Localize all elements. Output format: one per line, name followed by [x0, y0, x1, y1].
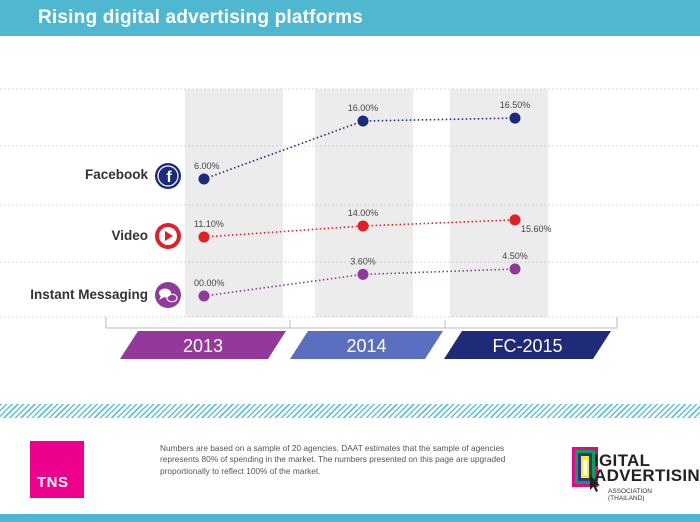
data-label: 16.00% [348, 103, 379, 113]
data-label: 3.60% [350, 256, 376, 266]
data-label: 11.10% [194, 219, 224, 229]
footnote: Numbers are based on a sample of 20 agen… [160, 443, 506, 476]
header-bar: Rising digital advertising platforms [0, 0, 700, 36]
series-line-2 [203, 219, 516, 238]
data-label: 4.50% [502, 251, 528, 261]
daat-logo-line1: IGITAL [594, 451, 651, 470]
column-band-1 [185, 89, 283, 317]
category-banner-2 [290, 331, 443, 359]
svg-text:f: f [166, 169, 172, 186]
daat-logo: IGITAL ADVERTISING ASSOCIATION (THAILAND… [570, 443, 700, 503]
data-point [509, 214, 521, 226]
daat-logo-sub: ASSOCIATION (THAILAND) [608, 488, 652, 502]
series-label: Facebook [85, 167, 149, 182]
series-label: Video [111, 228, 148, 243]
data-point [357, 268, 369, 280]
data-label: 14.00% [348, 208, 379, 218]
category-banner-3 [444, 331, 611, 359]
x-tick-label: FC-2015 [492, 336, 562, 356]
data-label: 6.00% [194, 161, 220, 171]
data-label: 00.00% [194, 278, 225, 288]
category-banner-1 [120, 331, 286, 359]
play-icon [155, 223, 181, 249]
data-label: 15.60% [521, 224, 552, 234]
x-axis-bracket [105, 317, 618, 329]
x-tick-label: 2014 [346, 336, 386, 356]
series-label: Instant Messaging [30, 287, 148, 302]
tns-logo-text: TNS [37, 474, 69, 491]
data-point [509, 263, 521, 275]
chat-bubbles-icon [155, 282, 181, 308]
x-tick-label: 2013 [183, 336, 223, 356]
data-point [357, 220, 369, 232]
data-point [198, 231, 210, 243]
data-point [198, 173, 210, 185]
daat-logo-line2: ADVERTISING [594, 466, 700, 485]
data-point [357, 115, 369, 127]
data-label: 16.50% [500, 100, 531, 110]
data-point [198, 290, 210, 302]
facebook-icon: f [155, 163, 181, 189]
daat-logo-mark [572, 447, 600, 492]
column-band-3 [450, 89, 548, 317]
data-point [509, 112, 521, 124]
page-title: Rising digital advertising platforms [38, 7, 363, 28]
footer-stripe-pattern [0, 404, 700, 418]
line-chart: 2013 2014 FC-2015 6.00% 16.00% 16.50% Facebook… [0, 88, 700, 359]
footer-bar [0, 514, 700, 522]
tns-logo: TNS [30, 441, 84, 498]
